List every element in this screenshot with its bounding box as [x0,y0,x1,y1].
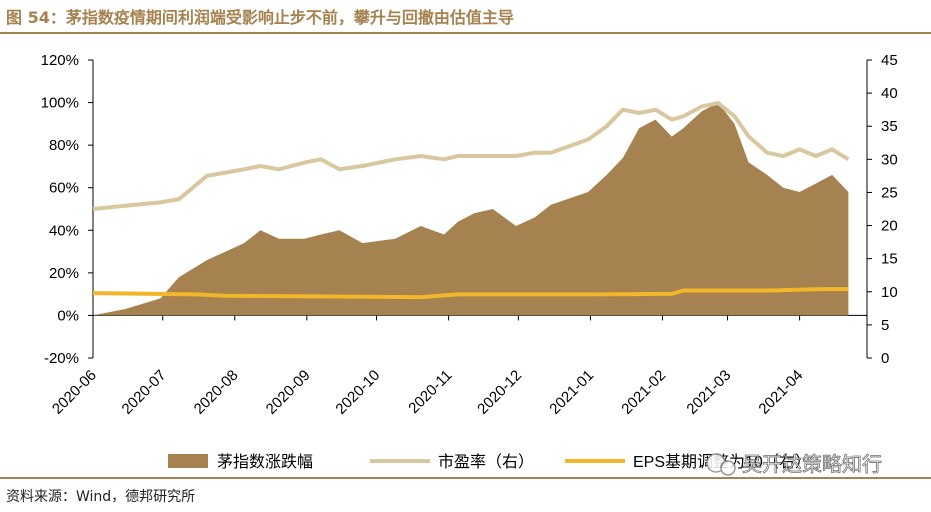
watermark-text: 吴开达策略知行 [742,452,882,476]
y-left-tick-label: 80% [49,137,79,154]
y-right-tick-label: 20 [881,218,898,235]
y-right-tick-label: 30 [881,151,898,168]
x-tick-label: 2020-11 [405,367,455,417]
y-left-tick-label: 60% [49,180,79,197]
y-left-tick-label: 0% [57,307,79,324]
x-tick-label: 2020-12 [474,367,525,418]
series-line-eps [92,287,849,300]
y-left-tick-label: -20% [44,350,79,367]
y-right-tick-label: 25 [881,184,898,201]
y-right-tick-label: 45 [881,52,898,69]
y-left-tick-label: 20% [49,265,79,282]
y-left-tick-label: 100% [41,95,79,112]
y-right-tick-label: 40 [881,85,898,102]
x-tick-label: 2021-02 [618,367,669,418]
figure-title: 图 54：茅指数疫情期间利润端受影响止步不前，攀升与回撤由估值主导 [6,4,514,28]
x-tick-label: 2021-01 [546,367,597,418]
source-note: 资料来源：Wind，德邦研究所 [6,486,195,506]
source-text: 资料来源：Wind，德邦研究所 [6,489,196,505]
y-right-tick-label: 5 [881,317,889,334]
wechat-icon [706,453,736,476]
legend-swatch-area [168,454,208,468]
x-tick-label: 2020-07 [119,367,170,418]
x-tick-label: 2021-03 [683,367,734,418]
series-line-pe [92,101,850,211]
x-tick-label: 2020-10 [332,367,383,418]
legend-label-area: 茅指数涨跌幅 [217,453,313,471]
x-tick-label: 2020-06 [49,367,100,418]
x-tick-label: 2020-08 [191,367,242,418]
legend-label-pe: 市盈率（右） [438,453,534,471]
bottom-rule [0,477,931,479]
y-right-tick-label: 0 [881,350,889,367]
watermark: 吴开达策略知行 [706,452,882,476]
y-right-tick-label: 35 [881,118,898,135]
y-left-tick-label: 120% [41,52,79,69]
y-left-tick-label: 40% [49,222,79,239]
x-tick-label: 2020-09 [263,367,314,418]
title-rule [0,32,931,34]
chart: -20% 0% 20% 40% 60% 80% 100% 120% 0 5 10 15 20 25 30 35… [41,52,898,476]
y-right-tick-label: 15 [881,251,898,268]
figure-title-text: 图 54：茅指数疫情期间利润端受影响止步不前，攀升与回撤由估值主导 [6,8,514,27]
y-right-tick-label: 10 [881,284,898,301]
series-area-mao-index [93,102,849,316]
x-tick-label: 2021-04 [755,367,806,418]
